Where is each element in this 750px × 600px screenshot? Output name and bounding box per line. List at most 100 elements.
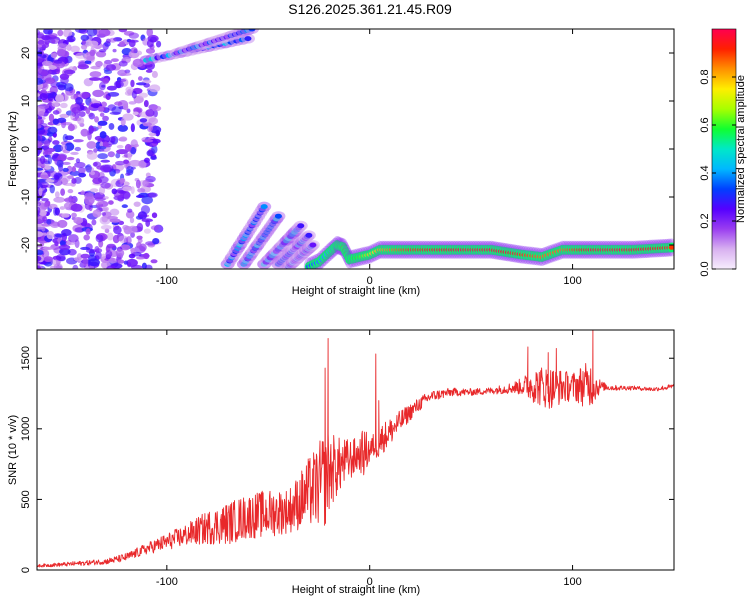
- spectrogram-cell: [128, 39, 136, 48]
- spectrogram-cell: [41, 197, 49, 202]
- spectrogram-cell: [37, 140, 41, 149]
- snr-y-tick-label: 500: [20, 490, 32, 508]
- spectrogram-cell: [112, 234, 120, 244]
- spectrogram-cell: [85, 108, 91, 114]
- spectrogram-cell: [106, 265, 117, 269]
- spectrogram-cell: [102, 115, 109, 122]
- spectrogram-cell: [126, 258, 138, 267]
- spectrogram-cell: [59, 175, 71, 183]
- spectrogram-cell: [101, 253, 106, 260]
- spectrogram-cell: [75, 96, 83, 105]
- spectrogram-cell: [92, 89, 105, 98]
- spectrogram-cell: [121, 204, 128, 209]
- snr-y-tick-label: 0: [20, 567, 32, 573]
- spectrogram-cell: [305, 232, 313, 238]
- spectrogram-cell: [145, 48, 156, 54]
- spectrogram-cell: [74, 239, 80, 249]
- spectrogram-cell: [128, 253, 136, 259]
- spectrogram-cell: [61, 229, 72, 237]
- spectrogram-cell: [135, 179, 141, 189]
- spectrogram-cell: [41, 226, 46, 232]
- spectrogram-cell: [57, 154, 67, 162]
- snr-plot-background: [37, 330, 674, 570]
- spectrogram-cell: [99, 112, 105, 117]
- spectrogram-cell: [97, 120, 108, 126]
- spectrogram-cell: [37, 201, 42, 207]
- spectrogram-cell: [114, 101, 123, 106]
- spectrogram-cell: [100, 182, 111, 189]
- spectrogram-cell: [37, 117, 41, 126]
- spectrogram-cell: [47, 126, 58, 135]
- spectrogram-y-tick-label: -10: [20, 189, 32, 205]
- spectrogram-cell: [106, 232, 114, 241]
- spectrogram-cell: [94, 116, 99, 123]
- spectrogram-cell: [55, 94, 65, 103]
- spectrogram-cell: [85, 164, 92, 173]
- spectrogram-cell: [37, 206, 41, 215]
- spectrogram-cell: [89, 77, 102, 81]
- spectrogram-cell: [142, 179, 150, 187]
- spectrogram-cell: [44, 77, 56, 85]
- spectrogram-cell: [145, 109, 155, 117]
- spectrogram-cell: [108, 123, 115, 130]
- spectrogram-cell: [80, 34, 90, 41]
- spectrogram-cell: [244, 36, 252, 42]
- spectrogram-cell: [80, 91, 90, 99]
- spectrogram-cell: [37, 167, 44, 171]
- spectrogram-cell: [59, 113, 70, 118]
- spectrogram-cell: [111, 58, 119, 63]
- spectrogram-cell: [127, 208, 133, 213]
- spectrogram-cell: [133, 201, 141, 207]
- spectrogram-cell: [37, 265, 41, 269]
- snr-y-tick-label: 1000: [20, 417, 32, 441]
- spectrogram-cell: [59, 206, 66, 210]
- spectrogram-cell: [144, 264, 153, 269]
- spectrogram-x-label: Height of straight line (km): [292, 285, 420, 297]
- spectrogram-cell: [130, 123, 135, 133]
- spectrogram-cell: [87, 258, 100, 267]
- spectrogram-cell: [77, 64, 89, 70]
- spectrogram-cell: [130, 247, 135, 253]
- spectrogram-cell: [47, 156, 53, 165]
- spectrogram-cell: [126, 165, 134, 174]
- spectrogram-cell: [118, 29, 128, 33]
- spectrogram-cell: [260, 204, 268, 210]
- snr-x-label: Height of straight line (km): [292, 584, 420, 596]
- snr-panel: -100 0 100 0 500 1000 1500 Height of straight…: [7, 329, 675, 596]
- spectrogram-cell: [56, 159, 64, 168]
- spectrogram-cell: [100, 159, 111, 163]
- spectrogram-cell: [83, 234, 90, 241]
- spectrogram-cell: [130, 79, 135, 88]
- spectrogram-cell: [67, 124, 75, 132]
- spectrogram-cell: [37, 197, 41, 202]
- spectrogram-y-tick-label: 10: [20, 95, 32, 107]
- spectrogram-cell: [37, 55, 43, 63]
- spectrogram-cell: [309, 242, 317, 248]
- spectrogram-cell: [37, 77, 44, 85]
- spectrogram-cell: [129, 217, 135, 224]
- spectrogram-cell: [49, 265, 62, 269]
- spectrogram-cell: [142, 139, 154, 143]
- spectrogram-cell: [37, 231, 44, 238]
- spectrogram-cell: [43, 202, 49, 208]
- spectrogram-cell: [88, 40, 99, 47]
- spectrogram-cell: [63, 202, 72, 209]
- spectrogram-cell: [130, 147, 137, 155]
- spectrogram-cell: [66, 35, 76, 43]
- spectrogram-cell: [101, 206, 109, 212]
- spectrogram-cell: [107, 151, 115, 158]
- colorbar-label: Normalized spectral amplitude: [735, 75, 747, 223]
- spectrogram-cell: [156, 40, 162, 48]
- spectrogram-cell: [135, 82, 147, 86]
- spectrogram-cell: [40, 123, 48, 128]
- spectrogram-cell: [37, 255, 42, 262]
- spectrogram-cell: [70, 111, 75, 121]
- spectrogram-cell: [83, 196, 95, 205]
- spectrogram-cell: [54, 174, 60, 181]
- spectrogram-cell: [102, 78, 110, 84]
- spectrogram-cell: [63, 69, 76, 75]
- snr-series-line: [37, 330, 674, 568]
- spectrogram-cell: [150, 225, 159, 231]
- colorbar-tick-label: 0.4: [699, 165, 711, 180]
- spectrogram-cell: [108, 200, 114, 205]
